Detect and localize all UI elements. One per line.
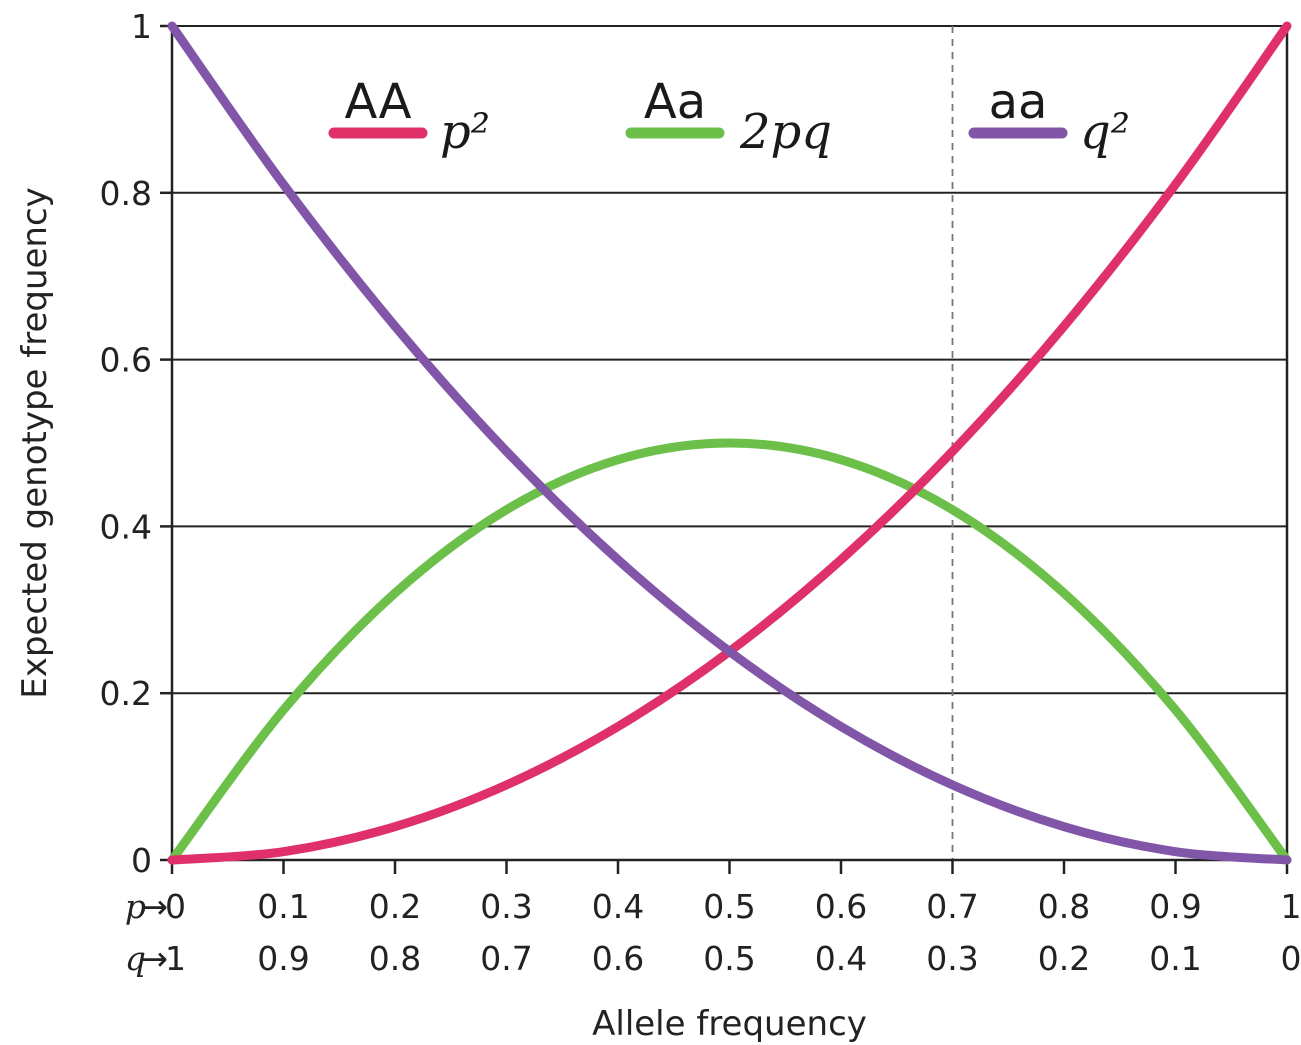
legend-item-AA: AA p² — [328, 74, 490, 160]
x-tick-label-p: 0.5 — [703, 887, 755, 926]
legend-genotype-label: aa — [989, 74, 1048, 130]
x-tick-label-q: 0.3 — [926, 939, 978, 978]
x-tick-label-q: 0.5 — [703, 939, 755, 978]
x-tick-label-p: 0 — [165, 887, 186, 926]
y-tick-label: 0.2 — [100, 674, 152, 713]
x-axis-arrow: → — [140, 887, 168, 926]
y-tick-label: 0.8 — [100, 174, 152, 213]
y-tick-label: 0 — [131, 841, 152, 880]
y-tick-labels: 0 0.2 0.4 0.6 0.8 1 — [100, 7, 152, 880]
x-tick-label-p: 0.6 — [815, 887, 867, 926]
x-tick-label-q: 1 — [165, 939, 186, 978]
x-tick-label-q: 0.7 — [480, 939, 532, 978]
legend-genotype-label: Aa — [644, 74, 706, 130]
x-tick-label-q: 0 — [1281, 939, 1301, 978]
x-tick-label-p: 0.2 — [369, 887, 421, 926]
axes — [160, 24, 1289, 874]
y-tick-label: 0.6 — [100, 341, 152, 380]
x-tick-label-p: 1 — [1281, 887, 1301, 926]
legend: AA p² Aa 2pq aa q² — [328, 74, 1130, 160]
x-tick-label-p: 0.9 — [1149, 887, 1201, 926]
legend-formula-label: p² — [440, 104, 490, 160]
y-tick-label: 1 — [131, 7, 152, 46]
series-line-AA — [167, 21, 1292, 865]
legend-item-aa: aa q² — [968, 74, 1130, 160]
x-tick-label-p: 0.3 — [480, 887, 532, 926]
legend-item-Aa: Aa 2pq — [625, 74, 832, 160]
x-axis-arrow: → — [140, 939, 168, 978]
x-tick-label-q: 0.4 — [815, 939, 867, 978]
legend-formula-label: q² — [1080, 104, 1130, 160]
x-axis-title: Allele frequency — [592, 1004, 867, 1044]
y-tick-label: 0.4 — [100, 507, 152, 546]
grid-lines — [172, 25, 1287, 695]
x-tick-label-q: 0.8 — [369, 939, 421, 978]
x-axis-prefix-q: q — [125, 939, 146, 978]
x-tick-label-p: 0.1 — [257, 887, 309, 926]
x-tick-labels: 0 0.1 0.2 0.3 0.4 0.5 0.6 0.7 0.8 0.9 1p→1 0.9 0.8 0.… — [125, 887, 1301, 978]
x-tick-label-p: 0.7 — [926, 887, 978, 926]
x-tick-label-p: 0.8 — [1038, 887, 1090, 926]
x-tick-label-q: 0.2 — [1038, 939, 1090, 978]
series-line-Aa — [167, 438, 1292, 865]
x-tick-label-q: 0.9 — [257, 939, 309, 978]
series-line-aa — [167, 21, 1292, 865]
y-axis-title: Expected genotype frequency — [15, 187, 55, 699]
x-axis-prefix-p: p — [125, 887, 146, 926]
x-tick-label-q: 0.1 — [1149, 939, 1201, 978]
x-tick-label-q: 0.6 — [592, 939, 644, 978]
legend-genotype-label: AA — [344, 74, 411, 130]
x-tick-label-p: 0.4 — [592, 887, 644, 926]
series-lines — [167, 21, 1292, 865]
legend-formula-label: 2pq — [739, 104, 832, 160]
